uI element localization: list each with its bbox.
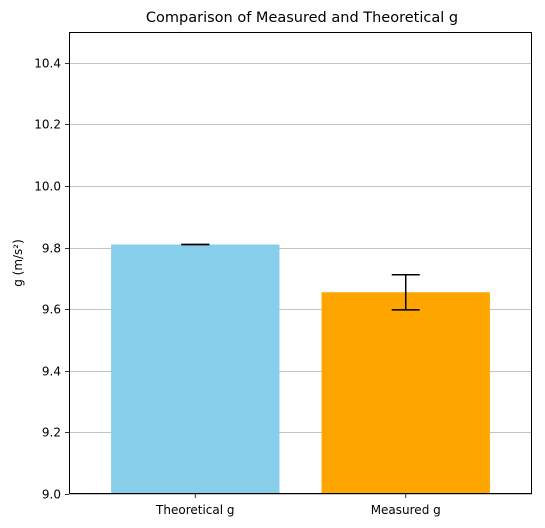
y-tick-label: 10.4 [34,57,61,71]
chart-title: Comparison of Measured and Theoretical g [146,10,458,26]
y-axis-ticks: 9.0 9.2 9.4 9.6 9.8 10.0 10.2 10.4 [34,57,69,502]
y-tick-label: 9.8 [42,242,61,256]
x-tick-label: Measured g [371,503,441,517]
y-tick-label: 9.2 [42,426,61,440]
y-axis-label: g (m/s²) [11,239,25,287]
bar [321,292,490,494]
error-bars [181,243,420,311]
y-tick-label: 10.2 [34,118,61,132]
x-axis-ticks: Theoretical g Measured g [155,494,441,517]
x-tick-label: Theoretical g [155,503,234,517]
bar [111,244,280,494]
y-tick-label: 9.0 [42,488,61,502]
y-tick-label: 9.4 [42,365,61,379]
y-tick-label: 10.0 [34,180,61,194]
y-tick-label: 9.6 [42,303,61,317]
plot-frame [69,32,532,494]
bars [111,244,490,494]
